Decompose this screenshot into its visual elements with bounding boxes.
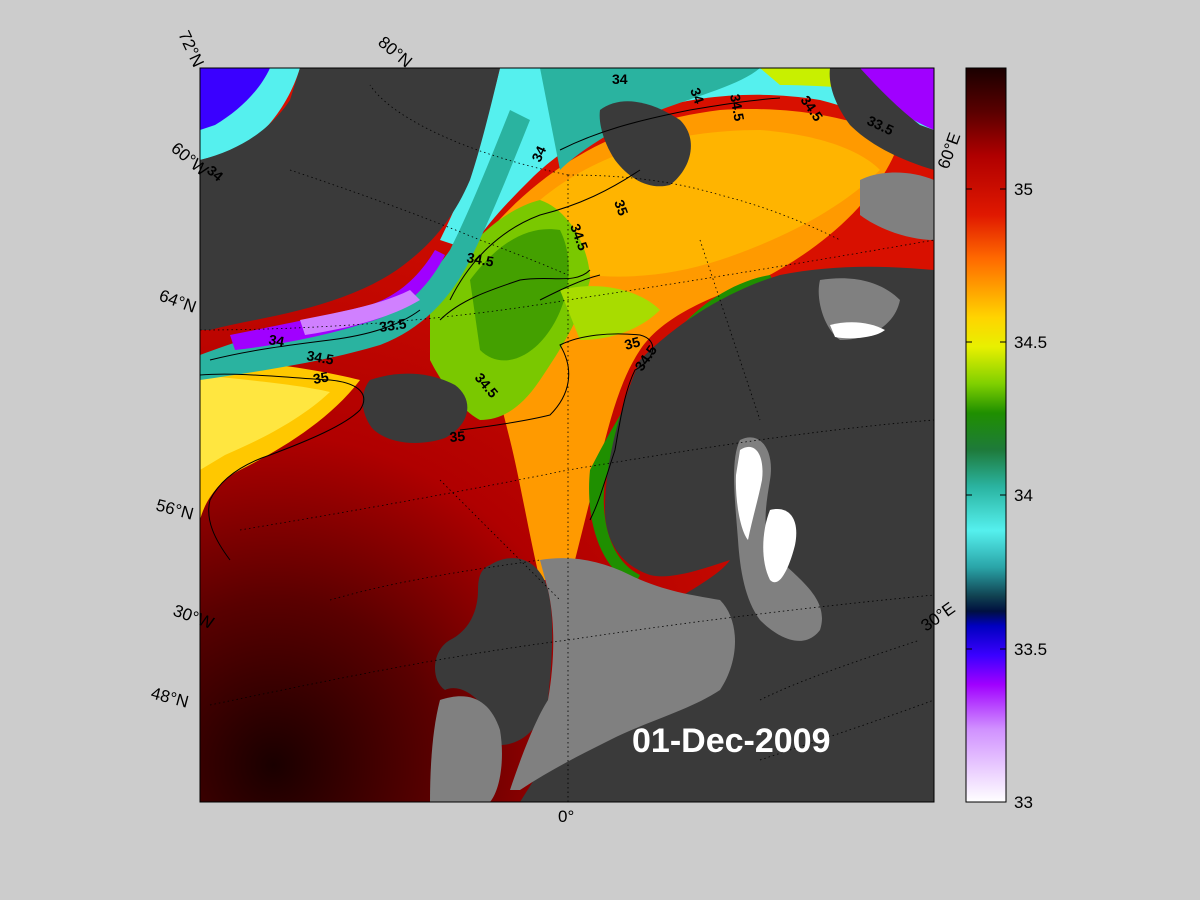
colorbar-gradient xyxy=(965,67,1007,803)
graticule xyxy=(200,84,934,802)
contour-label: 35 xyxy=(312,368,330,386)
contour-label: 34.5 xyxy=(465,249,495,270)
lat-label-64n: 64°N xyxy=(157,286,199,317)
colorbar-tick-label: 34 xyxy=(1014,486,1033,505)
contour-label: 34.5 xyxy=(305,347,335,368)
map-frame xyxy=(199,67,935,803)
lon-label-60e: 60°E xyxy=(934,130,965,171)
land-greenland xyxy=(200,68,500,330)
colorbar: 35 34.5 34 33.5 33 xyxy=(965,67,1047,812)
contour-label: 34 xyxy=(612,71,628,87)
shelf-north-sea xyxy=(510,558,735,790)
contour-label: 35 xyxy=(623,333,642,353)
lat-label-80n: 80°N xyxy=(374,33,415,72)
land-novaya-zemlya xyxy=(829,68,934,170)
land-british-isles xyxy=(434,558,553,745)
contour-label: 34 xyxy=(267,331,285,349)
land-svalbard xyxy=(599,101,691,187)
contour-label: 33.5 xyxy=(378,315,407,335)
lat-label-72n: 72°N xyxy=(174,28,207,70)
contour-label: 34 xyxy=(687,86,707,106)
ice-white-sea xyxy=(830,322,885,339)
colorbar-tick-label: 35 xyxy=(1014,180,1033,199)
ice-gulf-of-bothnia xyxy=(735,446,763,540)
colorbar-tick-label: 33.5 xyxy=(1014,640,1047,659)
lat-label-48n: 48°N xyxy=(149,684,191,712)
lon-label-0: 0° xyxy=(558,807,574,826)
salinity-contours xyxy=(200,97,781,561)
contour-label: 34.5 xyxy=(727,93,748,123)
colorbar-tick-label: 34.5 xyxy=(1014,333,1047,352)
contour-label: 35 xyxy=(611,198,631,218)
land-iceland xyxy=(362,373,468,443)
lat-label-56n: 56°N xyxy=(154,496,196,524)
contour-label: 34 xyxy=(528,143,549,164)
contour-label: 35 xyxy=(449,428,466,445)
map-panel: 34 34 34.5 34.5 34 35 34.5 34.5 33.5 34 … xyxy=(200,68,934,802)
date-label: 01-Dec-2009 xyxy=(632,722,830,760)
ocean-region-east-greenland-current xyxy=(200,110,530,380)
colorbar-tick-label: 33 xyxy=(1014,793,1033,812)
